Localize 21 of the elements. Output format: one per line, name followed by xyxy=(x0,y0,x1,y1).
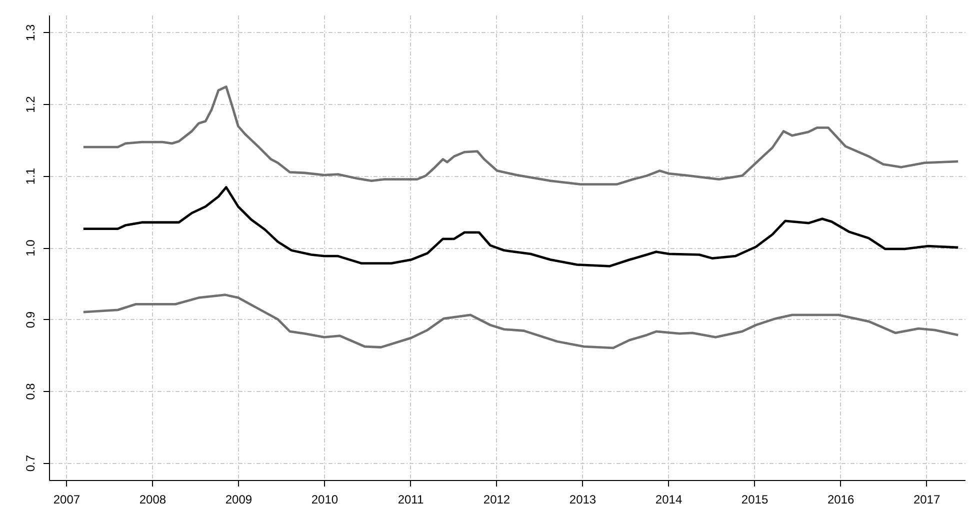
y-tick-label: 1.1 xyxy=(24,168,38,185)
x-tick-label: 2010 xyxy=(311,492,338,506)
line-series xyxy=(82,294,960,350)
x-tick-label: 2008 xyxy=(139,492,166,506)
line-series xyxy=(82,86,960,186)
x-tick-label: 2009 xyxy=(225,492,252,506)
y-tick-label: 1.3 xyxy=(24,24,38,42)
x-tick-label: 2016 xyxy=(827,492,854,506)
y-tick-label: 1.2 xyxy=(24,96,38,113)
x-tick-label: 2014 xyxy=(655,492,682,506)
y-tick-label: 0.9 xyxy=(24,311,38,328)
x-tick-label: 2015 xyxy=(741,492,768,506)
x-tick-label: 2012 xyxy=(483,492,510,506)
x-tick-label: 2017 xyxy=(913,492,940,506)
line-series xyxy=(82,186,960,268)
y-tick-label: 0.7 xyxy=(24,454,38,472)
y-tick-label: 1.0 xyxy=(24,239,38,256)
x-tick-label: 2013 xyxy=(569,492,596,506)
x-tick-label: 2007 xyxy=(53,492,80,506)
y-tick-label: 0.8 xyxy=(24,382,38,400)
x-tick-label: 2011 xyxy=(398,492,424,506)
